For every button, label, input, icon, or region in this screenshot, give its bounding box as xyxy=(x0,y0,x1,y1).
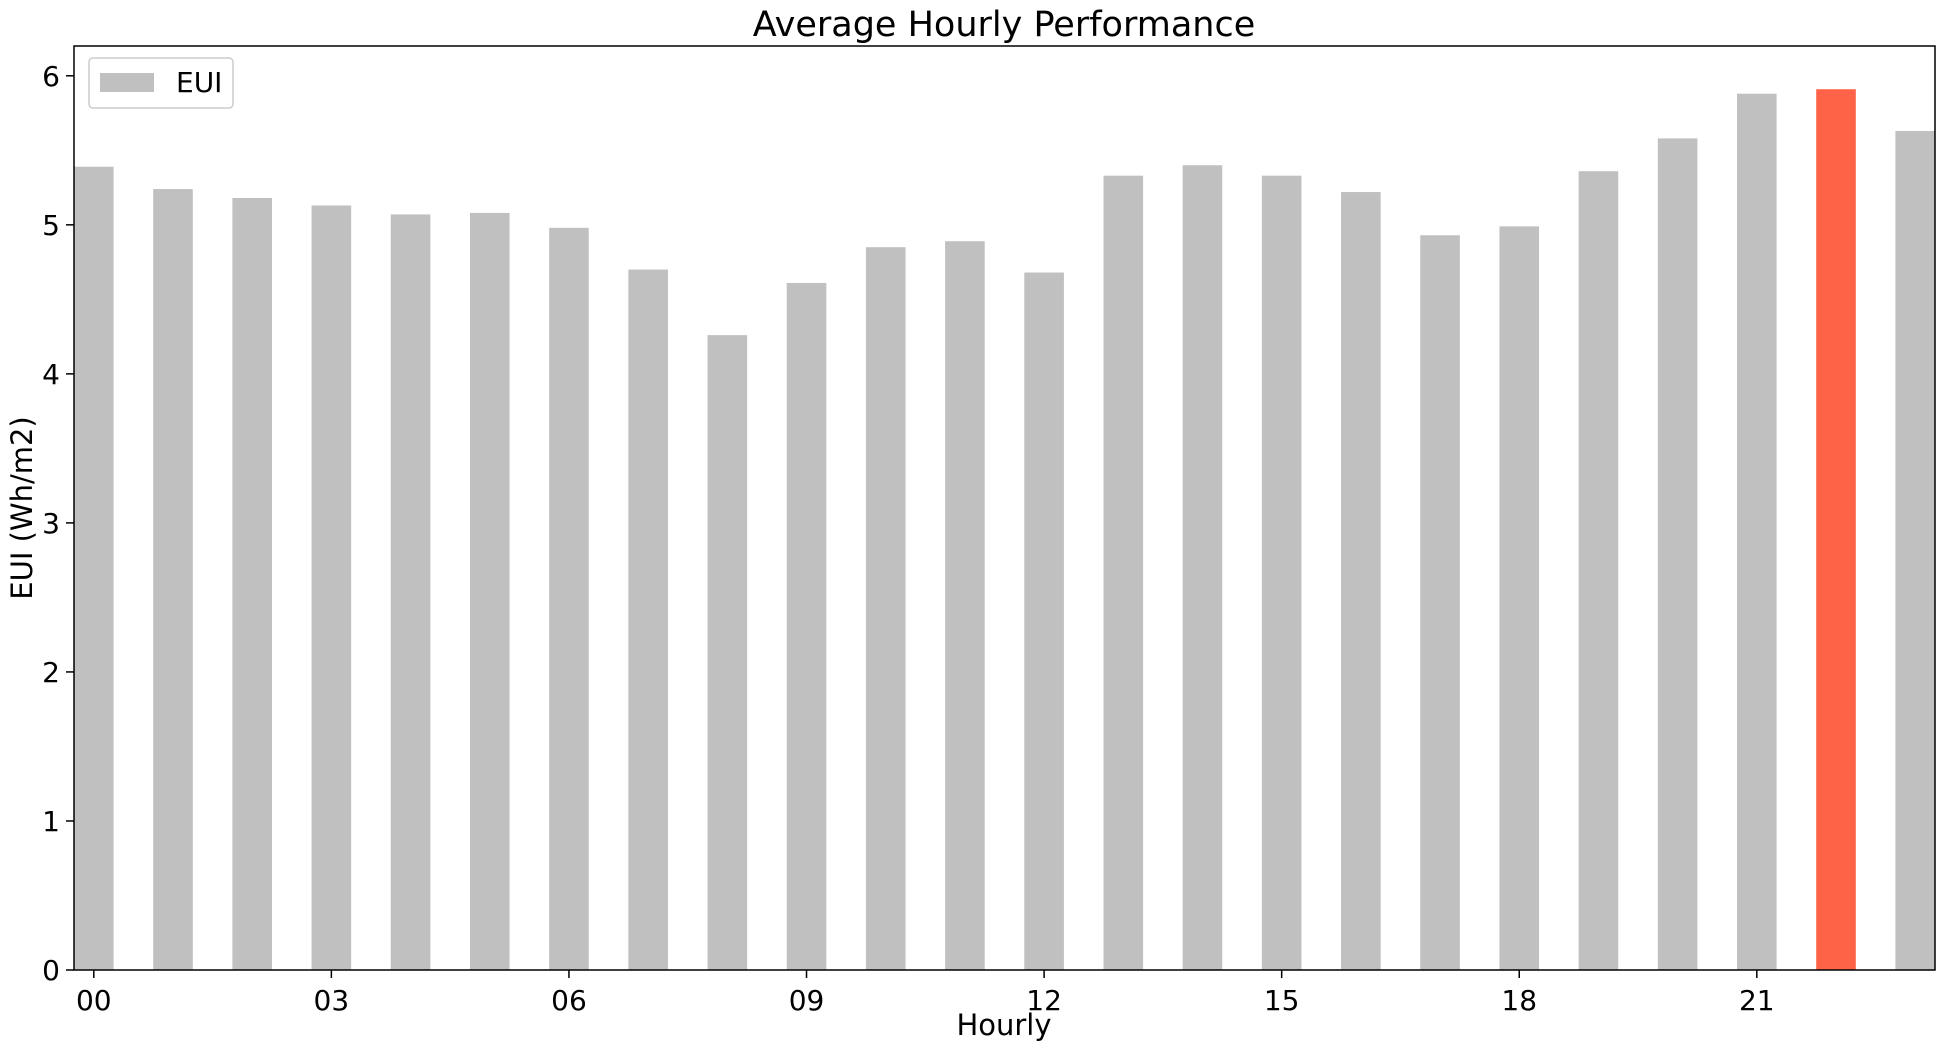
y-tick-label-4: 4 xyxy=(42,358,60,391)
bar-16 xyxy=(1341,192,1381,971)
bar-18 xyxy=(1499,226,1540,970)
y-axis-label: EUI (Wh/m2) xyxy=(5,416,39,599)
bar-03 xyxy=(311,205,352,970)
bar-11 xyxy=(945,241,985,971)
chart-title: Average Hourly Performance xyxy=(753,5,1256,45)
bar-23 xyxy=(1895,130,1935,970)
bar-15 xyxy=(1261,175,1302,970)
y-tick-label-1: 1 xyxy=(42,805,60,838)
x-axis-label: Hourly xyxy=(956,1008,1051,1042)
legend: EUI xyxy=(88,57,234,109)
bar-19 xyxy=(1578,171,1619,970)
x-axis: 00 03 06 09 12 15 18 21 xyxy=(76,970,1775,1017)
x-tick-label-03: 03 xyxy=(314,984,350,1017)
bar-22 xyxy=(1816,89,1856,971)
y-tick-label-0: 0 xyxy=(42,954,60,987)
y-tick-label-6: 6 xyxy=(42,60,60,93)
plot-frame xyxy=(73,45,1936,971)
bar-07 xyxy=(628,269,668,970)
x-tick-label-06: 06 xyxy=(551,984,587,1017)
bar-09 xyxy=(786,282,827,971)
y-tick-label-3: 3 xyxy=(42,507,60,540)
x-tick-label-00: 00 xyxy=(76,984,112,1017)
legend-box xyxy=(88,57,234,109)
x-tick-label-21: 21 xyxy=(1739,984,1775,1017)
bars-group xyxy=(74,89,1935,971)
y-tick-label-5: 5 xyxy=(42,209,60,242)
bar-14 xyxy=(1182,165,1223,971)
bar-08 xyxy=(707,335,748,970)
x-tick-label-09: 09 xyxy=(789,984,825,1017)
bar-02 xyxy=(232,198,272,970)
x-tick-label-18: 18 xyxy=(1501,984,1537,1017)
y-tick-label-2: 2 xyxy=(42,656,60,689)
bar-20 xyxy=(1657,138,1698,970)
bar-06 xyxy=(549,227,589,970)
bar-01 xyxy=(153,189,193,970)
bar-13 xyxy=(1103,175,1144,970)
bar-04 xyxy=(390,214,431,970)
bar-21 xyxy=(1737,93,1777,970)
bar-10 xyxy=(865,247,906,970)
x-tick-label-15: 15 xyxy=(1264,984,1300,1017)
bar-12 xyxy=(1024,272,1064,970)
bar-17 xyxy=(1420,235,1460,970)
legend-swatch-eui xyxy=(100,73,154,92)
y-axis: 0 1 2 3 4 5 6 xyxy=(42,60,74,987)
legend-label-eui: EUI xyxy=(176,66,222,99)
bar-05 xyxy=(469,212,510,971)
x-tick-label-12: 12 xyxy=(1026,984,1062,1017)
bar-00 xyxy=(74,166,114,971)
